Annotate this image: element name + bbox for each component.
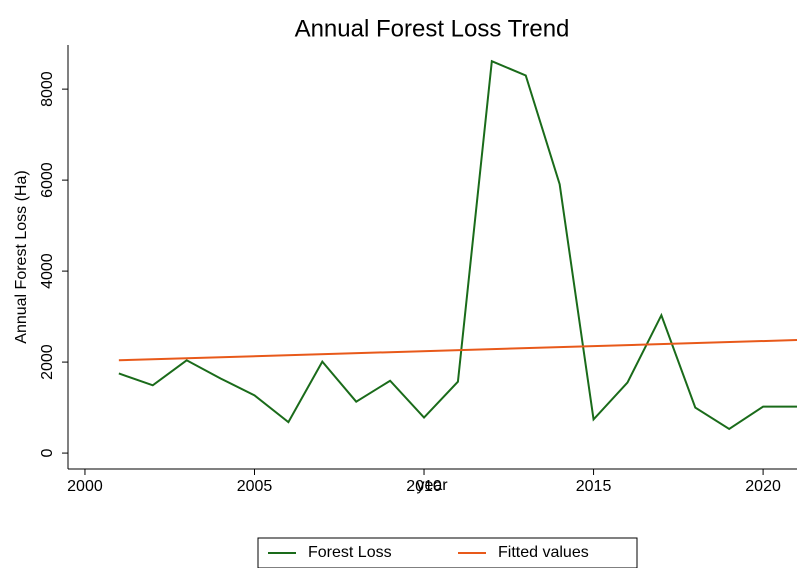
y-tick-label: 4000	[39, 253, 56, 289]
x-tick-label: 2000	[67, 478, 103, 495]
y-tick-label: 6000	[39, 162, 56, 198]
x-tick-label: 2010	[406, 478, 442, 495]
line	[118, 59, 797, 431]
x-tick-label: 2015	[576, 478, 612, 495]
x-axis-label: year	[416, 477, 448, 494]
y-tick-label: 2000	[39, 344, 56, 380]
legend-label: Fitted values	[498, 544, 589, 561]
x-tick-label: 2005	[237, 478, 273, 495]
legend-box	[257, 537, 638, 568]
legend-label: Forest Loss	[308, 544, 392, 561]
line	[118, 339, 798, 362]
x-tick-label: 2020	[745, 478, 781, 495]
chart-title: Annual Forest Loss Trend	[295, 15, 570, 42]
y-tick-label: 0	[39, 449, 56, 458]
y-tick-label: 8000	[39, 71, 56, 107]
y-axis-label: Annual Forest Loss (Ha)	[13, 170, 30, 343]
